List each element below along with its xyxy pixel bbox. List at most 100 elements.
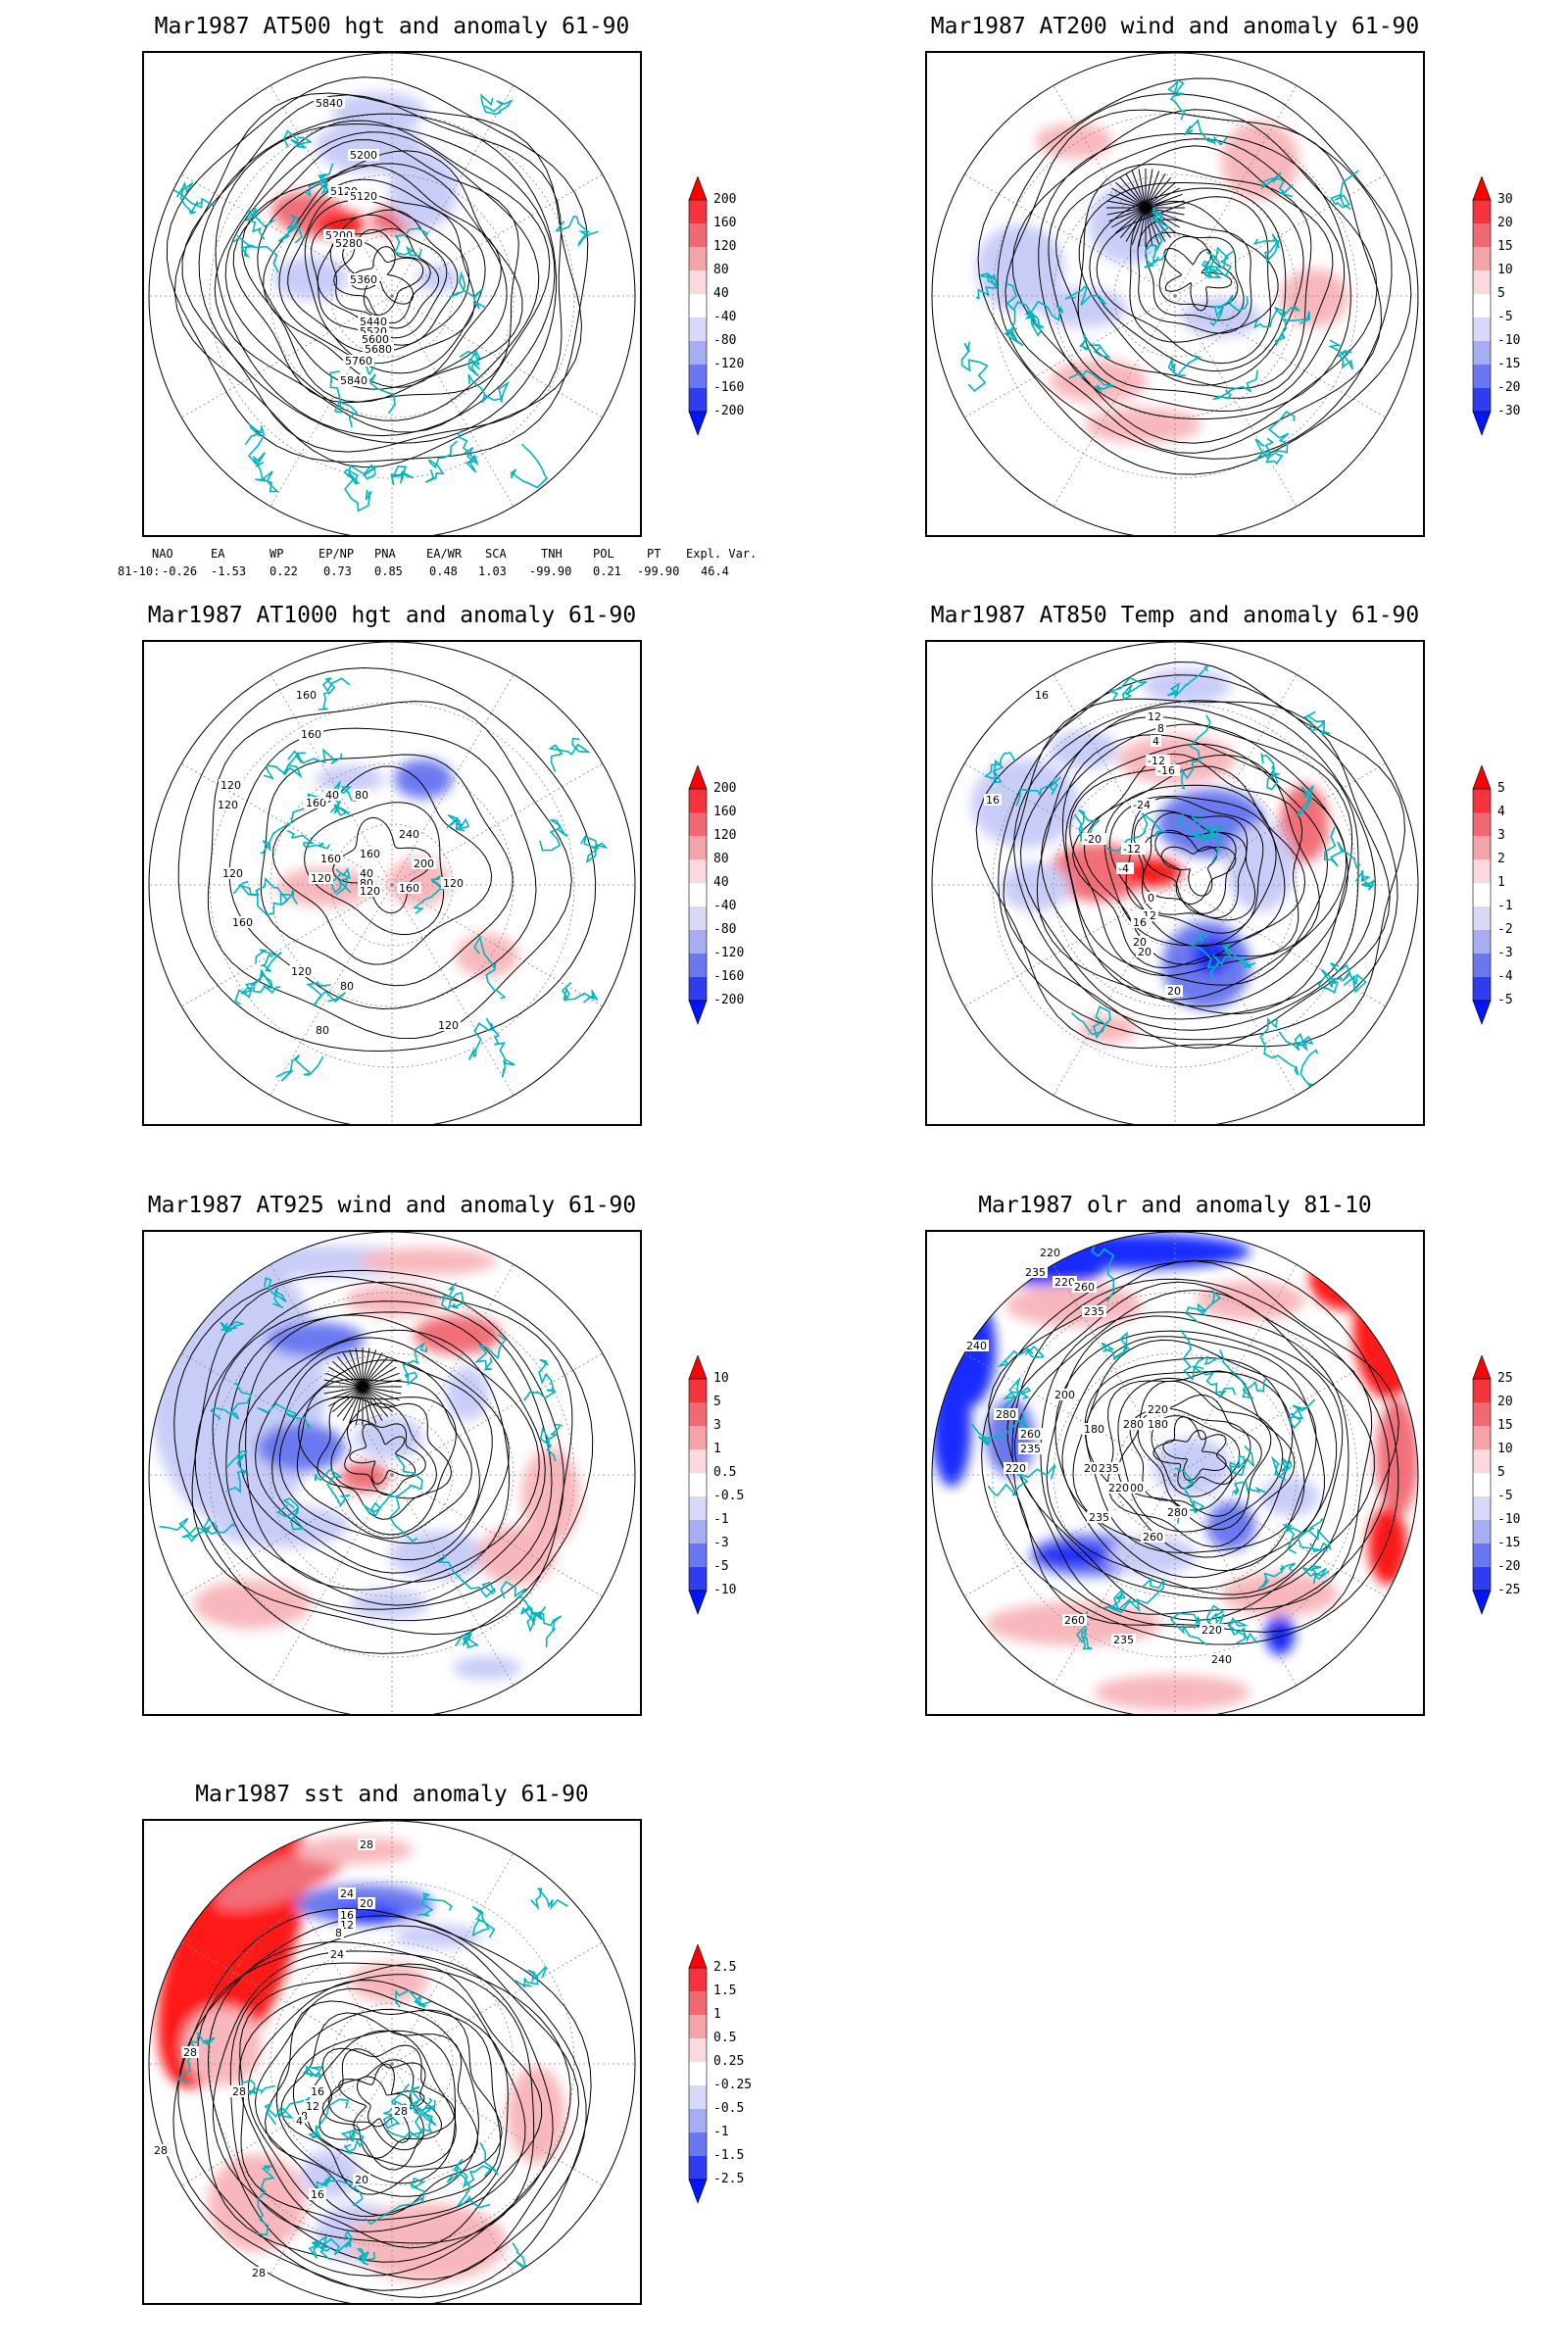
anomaly-patch [1005, 1284, 1143, 1327]
colorbar-tick-label: 15 [1497, 239, 1513, 254]
contour-label: 80 [340, 980, 354, 993]
colorbar-tick-label: -80 [713, 333, 737, 348]
colorbar-tick-label: 4 [1497, 805, 1505, 819]
contour-label-bg [1146, 1418, 1170, 1430]
contour-label: 220 [1148, 1403, 1168, 1416]
contour-label: 160 [296, 689, 317, 702]
colorbar-top-arrow [1472, 1354, 1492, 1380]
colorbar-segment [689, 977, 707, 1001]
colorbar-tick-label: 30 [1497, 192, 1513, 207]
colorbar-top-arrow [688, 1943, 708, 1969]
contour-label: 240 [966, 1340, 987, 1352]
colorbar-tick-label: 20 [1497, 1395, 1513, 1409]
contour-label-bg [309, 2188, 326, 2200]
colorbar-tick-label: -120 [713, 946, 745, 960]
colorbar-segment [1473, 247, 1491, 270]
colorbar-segment [689, 930, 707, 954]
contour-label-bg [1038, 1247, 1062, 1258]
colorbar-bottom-arrow [688, 2179, 708, 2204]
colorbar-segment [1473, 388, 1491, 412]
anomaly-patch [1143, 668, 1231, 704]
anomaly-patch [477, 1526, 556, 1585]
contour-label: 235 [1020, 1443, 1041, 1455]
contour-label: 235 [1089, 1511, 1109, 1524]
contour-label-bg [338, 980, 356, 992]
contour-label-bg [1131, 916, 1149, 928]
contour-label-bg [1151, 735, 1161, 747]
contour-label-bg [304, 797, 328, 808]
contour-label-bg [397, 882, 421, 894]
contour-label-bg [441, 877, 466, 889]
contour-label-bg [363, 343, 394, 355]
anomaly-patch [1050, 730, 1118, 769]
colorbar-tick-label: -2 [1497, 922, 1513, 937]
colorbar-segment [1473, 1426, 1491, 1449]
index-value: 0.85 [374, 564, 403, 578]
colorbar-tick-label: -1 [713, 2125, 729, 2139]
colorbar-swatches [688, 764, 708, 1025]
graticule [149, 642, 635, 1124]
map-disc [932, 1232, 1418, 1714]
colorbar-swatches [688, 1943, 708, 2204]
panel-title-z1000: Mar1987 AT1000 hgt and anomaly 61-90 [147, 603, 637, 628]
contour-label: 40 [325, 789, 339, 802]
contour-label: 235 [1113, 1634, 1134, 1646]
colorbar-tick-label: 200 [713, 192, 737, 207]
colorbar-segment [689, 365, 707, 388]
contour-label: 120 [311, 872, 331, 885]
colorbar-tick-label: -5 [1497, 310, 1513, 324]
colorbar-segment [689, 1544, 707, 1567]
colorbar-segment [689, 1449, 707, 1473]
contour-label-bg [1087, 1511, 1111, 1523]
contour-label: 220 [1108, 1482, 1129, 1494]
contour-label-bg [1018, 1428, 1043, 1440]
contour-label: 5760 [345, 355, 372, 368]
teleconnection-index-table: NAO EA WP EP/NP PNA EA/WR SCA TNH POL PT Expl. Var… [118, 547, 757, 582]
contour-label: 5680 [365, 343, 392, 356]
anomaly-patch [350, 1963, 428, 2002]
contour-label: 120 [360, 885, 380, 898]
contour-label-bg [333, 237, 365, 249]
colorbar-tick-label: 20 [1497, 216, 1513, 230]
contour-label: 0 [1148, 892, 1154, 905]
contour-label: -12 [1148, 755, 1165, 767]
contour-label-bg [1141, 1531, 1165, 1543]
contour-label: 240 [399, 828, 419, 841]
colorbar-tick-label: 3 [713, 1418, 721, 1433]
colorbar-segment [1473, 1567, 1491, 1591]
contour-label-bg [1082, 1423, 1106, 1435]
contour-label-bg [309, 872, 333, 884]
colorbar-tick-label: -15 [1497, 1536, 1521, 1550]
colorbar-u200: 30 20 15 10 5 -5 -10 -15 -20 -30 [1470, 175, 1520, 451]
panel-title-sst: Mar1987 sst and anomaly 61-90 [195, 1782, 589, 1807]
contour-label: 280 [996, 1408, 1016, 1421]
contour-label-bg [328, 1948, 346, 1960]
contour-label: 180 [1084, 1423, 1104, 1436]
anomaly-patch [453, 1656, 521, 1680]
contour-label-bg [1116, 862, 1134, 874]
index-value: -1.53 [211, 564, 247, 578]
colorbar-segment [1473, 1379, 1491, 1402]
contour-label: 220 [1201, 1624, 1222, 1637]
contour-label-bg [333, 1927, 344, 1938]
contour-label-bg [1082, 1305, 1106, 1317]
anomaly-patch [1084, 408, 1201, 443]
contour-label: 16 [311, 2085, 324, 2098]
colorbar-tick-label: 5 [1497, 286, 1505, 301]
colorbar-segment [689, 247, 707, 270]
colorbar-top-arrow [688, 1354, 708, 1380]
colorbar-segment [689, 2062, 707, 2085]
contour-lines [975, 661, 1406, 1050]
contour-label-bg [1165, 985, 1183, 997]
contour-label-bg [1053, 1389, 1077, 1400]
contour-label-bg [348, 273, 379, 285]
colorbar-tick-label: -20 [1497, 380, 1521, 395]
colorbar-segment [689, 812, 707, 836]
colorbar-segment [1473, 859, 1491, 883]
colorbar-swatches [1472, 1354, 1492, 1615]
contour-label-bg [250, 2267, 268, 2278]
polar-map-z500: 5840520051205120520052805360544055205600… [148, 53, 636, 535]
contour-label-bg [1146, 1403, 1170, 1415]
colorbar-tick-label: -30 [1497, 404, 1521, 418]
contour-label-bg [152, 2144, 170, 2156]
